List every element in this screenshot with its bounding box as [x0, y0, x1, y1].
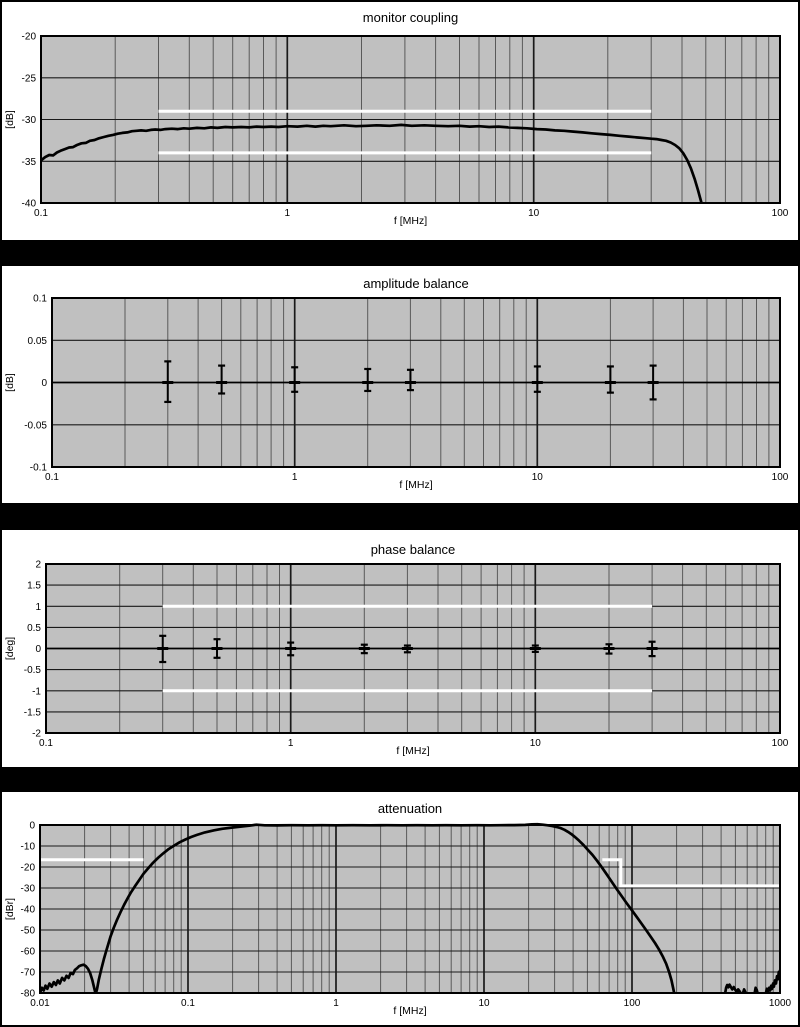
- x-tick-label: 0.1: [181, 998, 195, 1009]
- y-tick-label: -10: [21, 842, 36, 853]
- x-tick-label: 0.1: [34, 208, 48, 219]
- chart-title: monitor coupling: [363, 10, 458, 25]
- chart-title: attenuation: [378, 801, 442, 816]
- y-tick-label: -30: [22, 115, 37, 126]
- chart-panel-monitor-coupling: monitor coupling f [MHz] [dB] 0.1 1 10 100 -20 -…: [2, 2, 798, 240]
- error-bar: [531, 365, 543, 393]
- error-bar: [216, 364, 228, 395]
- error-bar: [358, 643, 370, 655]
- y-tick-label: -25: [22, 73, 37, 84]
- error-bar: [646, 640, 658, 658]
- error-bar: [157, 634, 169, 664]
- chart-svg-amplitude-balance: amplitude balance f [MHz] [dB] 0.1 1 10 100 0.1…: [4, 276, 789, 491]
- error-bar: [529, 644, 541, 653]
- x-tick-label: 1: [292, 472, 298, 483]
- error-bar: [289, 366, 301, 393]
- x-tick-label: 100: [772, 738, 789, 749]
- x-tick-label: 0.1: [39, 738, 53, 749]
- x-tick-label: 0.01: [30, 998, 50, 1009]
- y-tick-label: -0.5: [24, 665, 42, 676]
- x-tick-label: 10: [478, 998, 490, 1009]
- chart-panel-phase-balance: phase balance f [MHz] [deg] 0.1 1 10 100 2 1.5 1 0…: [2, 530, 798, 767]
- y-tick-label: -40: [22, 199, 37, 210]
- y-tick-label: -30: [21, 884, 36, 895]
- error-bar: [211, 638, 223, 659]
- y-axis-label: [dBr]: [4, 898, 16, 920]
- error-bar: [285, 641, 297, 657]
- x-axis-label: f [MHz]: [396, 745, 429, 757]
- x-tick-label: 0.1: [45, 472, 59, 483]
- y-axis-label: [deg]: [4, 637, 16, 660]
- y-tick-label: -60: [21, 947, 36, 958]
- error-bar: [162, 360, 174, 404]
- chart-title: amplitude balance: [363, 276, 469, 291]
- plot-border: [45, 563, 781, 734]
- x-tick-label: 100: [624, 998, 641, 1009]
- y-tick-label: 1: [35, 602, 41, 613]
- y-tick-label: -20: [21, 863, 36, 874]
- x-axis-label: f [MHz]: [399, 479, 432, 491]
- y-tick-label: -40: [21, 905, 36, 916]
- data-series-line: [753, 986, 760, 994]
- error-bar: [647, 364, 659, 401]
- plot-border: [51, 297, 781, 468]
- chart-title: phase balance: [371, 542, 456, 557]
- y-tick-label: 1.5: [27, 581, 41, 592]
- x-tick-label: 100: [772, 208, 789, 219]
- y-tick-label: 0: [35, 644, 41, 655]
- limit-line: [602, 858, 780, 888]
- error-bar: [604, 365, 616, 394]
- x-tick-label: 1: [285, 208, 291, 219]
- y-tick-label: -1: [32, 686, 41, 697]
- x-tick-label: 1000: [769, 998, 792, 1009]
- y-tick-label: -0.1: [30, 463, 48, 474]
- data-series-line: [41, 123, 704, 204]
- y-axis-label: [dB]: [4, 373, 16, 392]
- data-series-line: [40, 822, 676, 994]
- y-tick-label: -20: [22, 32, 37, 43]
- chart-panel-attenuation: attenuation f [MHz] [dBr] 0.01 0.1 1 10 100 1000…: [2, 792, 798, 1025]
- y-tick-label: -50: [21, 926, 36, 937]
- y-tick-label: 2: [35, 560, 41, 571]
- plot-border: [39, 824, 781, 994]
- y-tick-label: 0: [41, 378, 47, 389]
- y-tick-label: 0: [29, 821, 35, 832]
- error-bar: [362, 367, 374, 393]
- y-tick-label: -35: [22, 157, 37, 168]
- error-bar: [404, 368, 416, 392]
- y-tick-label: -70: [21, 968, 36, 979]
- chart-panel-amplitude-balance: amplitude balance f [MHz] [dB] 0.1 1 10 100 0.1…: [2, 266, 798, 503]
- y-tick-label: 0.05: [28, 336, 48, 347]
- x-axis-label: f [MHz]: [394, 215, 427, 227]
- y-tick-label: -2: [32, 729, 41, 740]
- error-bar: [603, 643, 615, 655]
- x-tick-label: 100: [772, 472, 789, 483]
- y-axis-label: [dB]: [4, 110, 16, 129]
- x-tick-label: 1: [288, 738, 294, 749]
- x-tick-label: 10: [530, 738, 542, 749]
- chart-svg-attenuation: attenuation f [MHz] [dBr] 0.01 0.1 1 10 100 1000…: [4, 801, 792, 1017]
- y-tick-label: -0.05: [24, 420, 47, 431]
- error-bar: [401, 644, 413, 654]
- x-tick-label: 1: [333, 998, 339, 1009]
- x-axis-label: f [MHz]: [393, 1005, 426, 1017]
- y-tick-label: 0.1: [33, 294, 47, 305]
- y-tick-label: -1.5: [24, 707, 42, 718]
- plot-border: [40, 35, 781, 204]
- x-tick-label: 10: [528, 208, 540, 219]
- data-series-line: [764, 969, 780, 994]
- x-tick-label: 10: [532, 472, 544, 483]
- y-tick-label: -80: [21, 989, 36, 1000]
- chart-svg-monitor-coupling: monitor coupling f [MHz] [dB] 0.1 1 10 100 -20 -…: [4, 10, 789, 227]
- data-series-line: [723, 983, 743, 994]
- y-tick-label: 0.5: [27, 623, 41, 634]
